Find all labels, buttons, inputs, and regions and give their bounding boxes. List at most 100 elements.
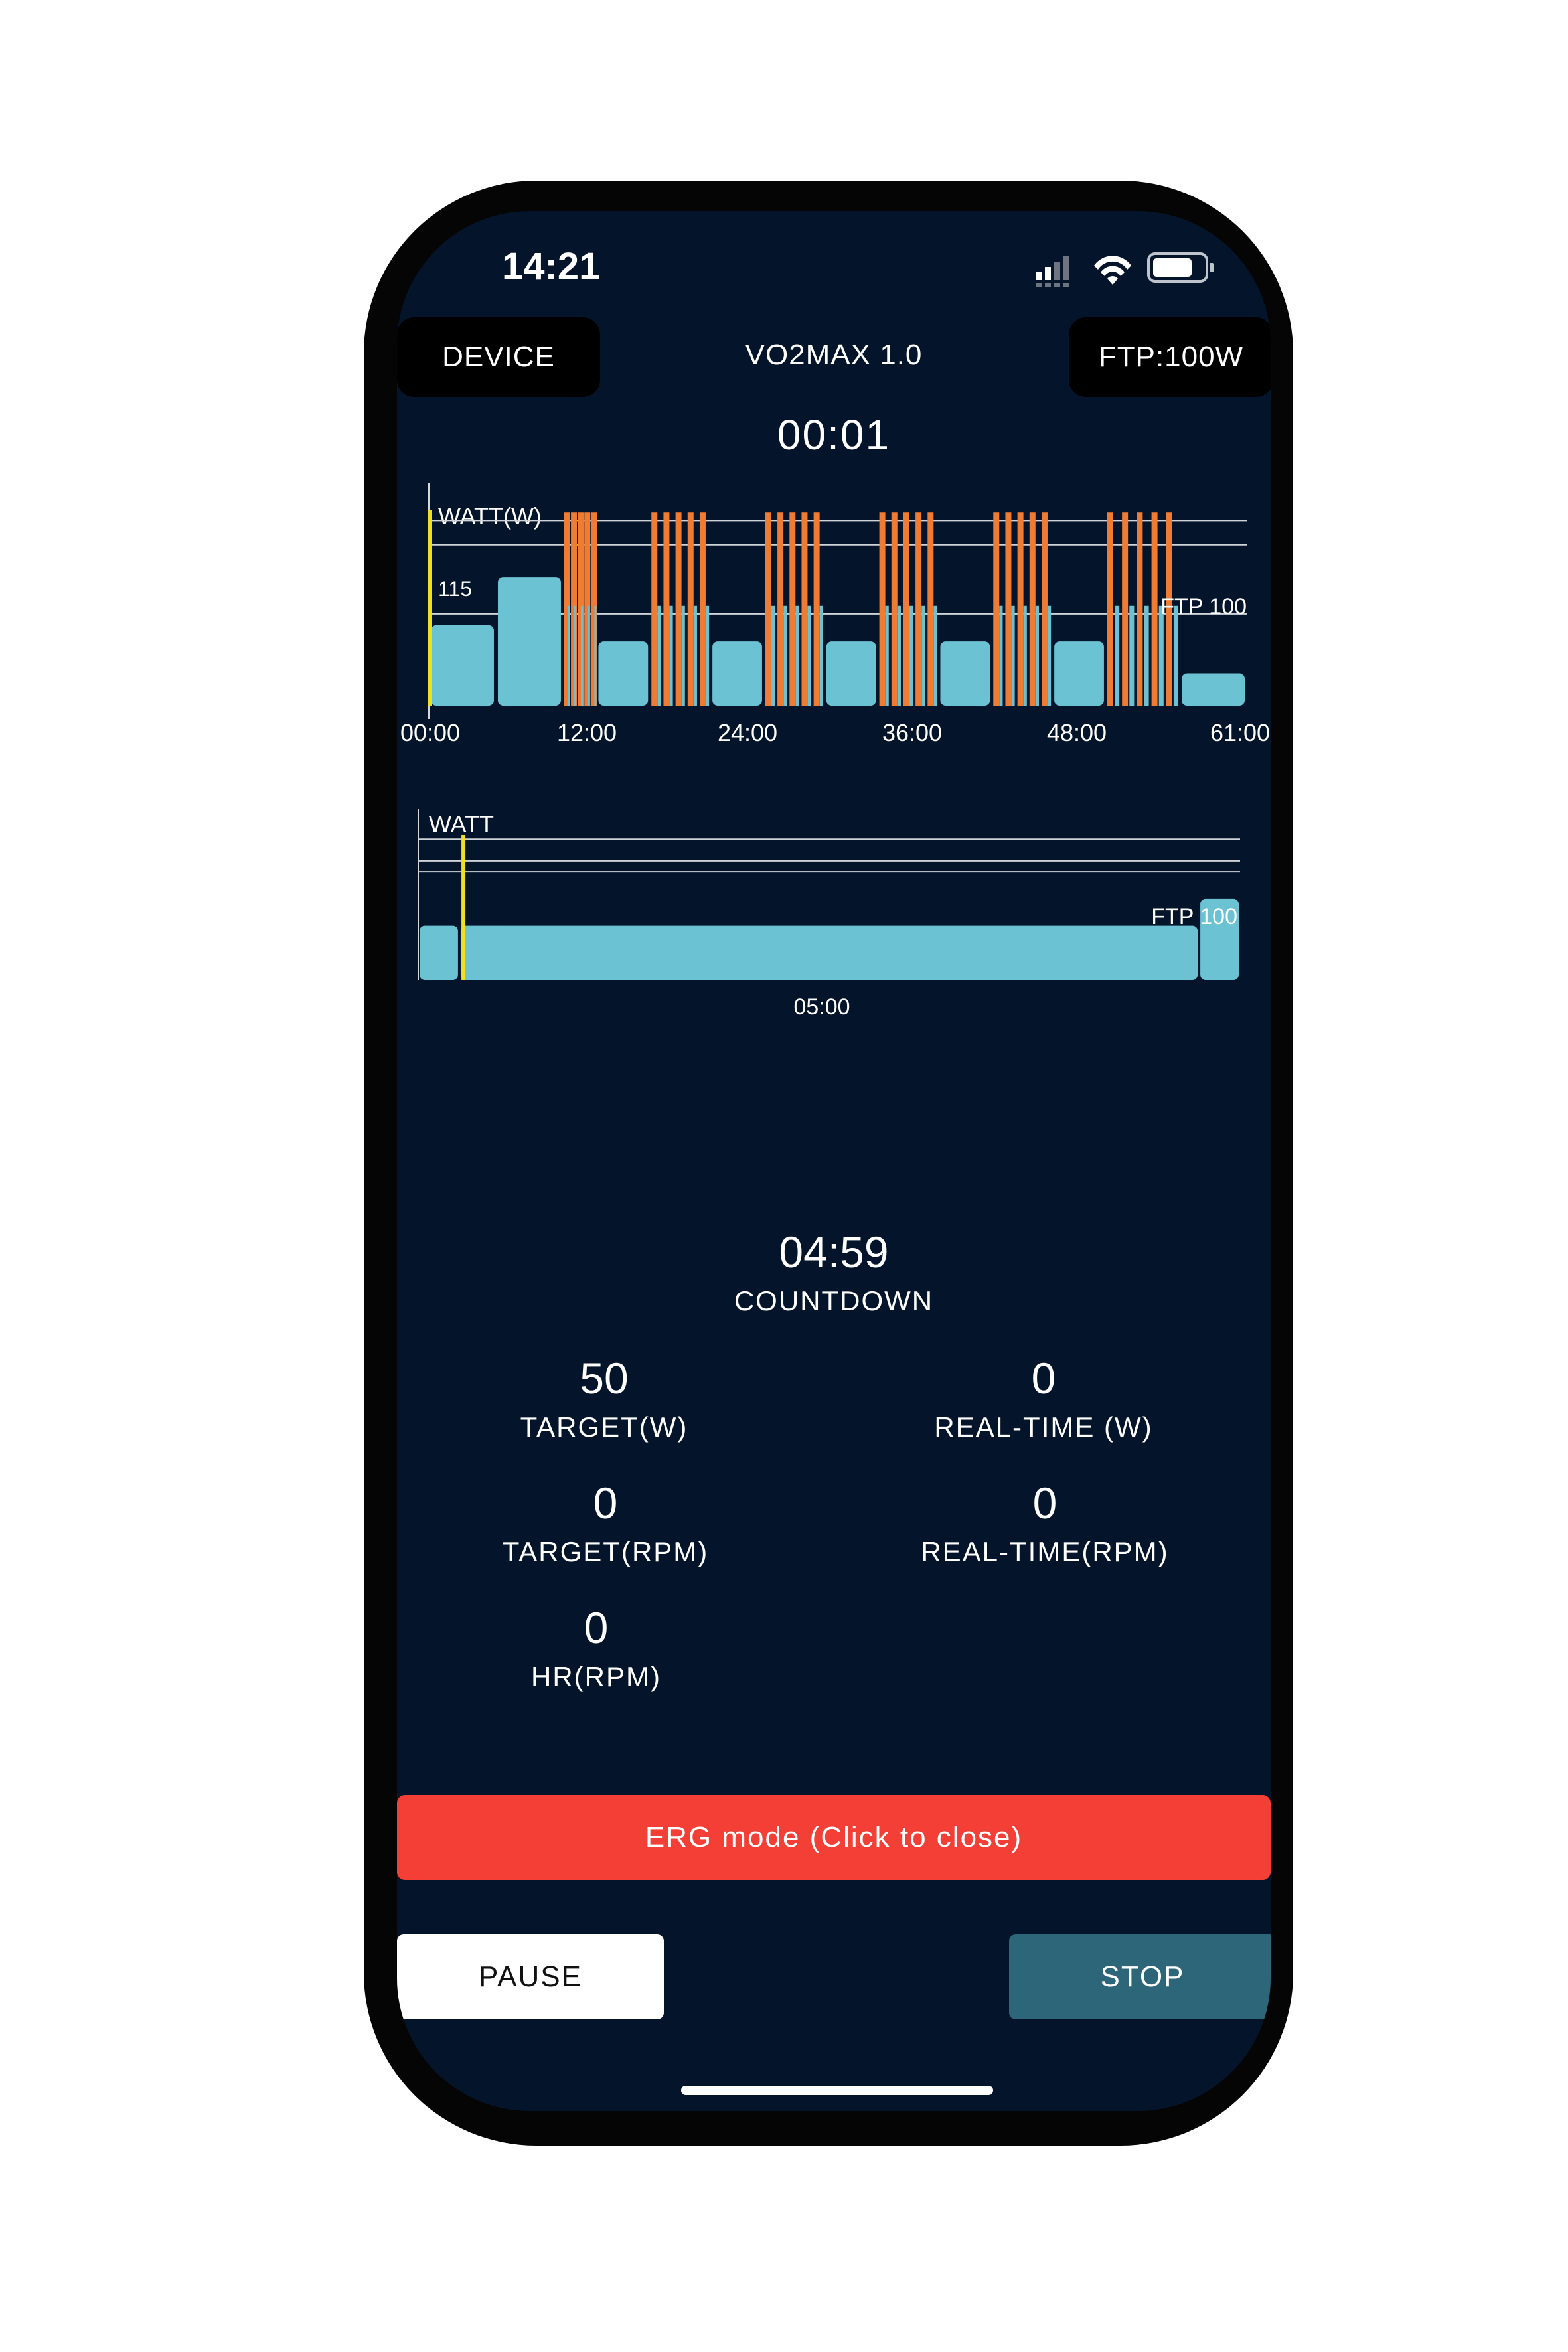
pause-button[interactable]: PAUSE (397, 1934, 664, 2019)
chart1-ytick-115: 115 (438, 577, 472, 601)
chart1-recovery-bar (885, 605, 889, 706)
chart1-xtick: 12:00 (557, 719, 617, 746)
chart1-recovery-bar (1048, 605, 1052, 706)
realtime-rpm-label: REAL-TIME(RPM) (921, 1536, 1169, 1567)
chart1-recovery-bar (771, 605, 775, 706)
chart1-interval-bar (591, 512, 597, 706)
chart1-xtick: 24:00 (718, 719, 777, 746)
countdown-label: COUNTDOWN (734, 1285, 934, 1316)
chart1-xtick: 00:00 (400, 719, 460, 746)
hr-value: 0 (584, 1603, 609, 1652)
chart1-recovery-bar (807, 605, 811, 706)
erg-mode-banner[interactable]: ERG mode (Click to close) (397, 1795, 1271, 1880)
chart1-recovery-bar (819, 605, 823, 706)
chart1-interval-bar (903, 512, 909, 706)
chart1-recovery-bar (1035, 605, 1039, 706)
chart1-interval-bar (699, 512, 706, 706)
stop-button[interactable]: STOP (1009, 1934, 1271, 2019)
chart1-recovery-bar (897, 605, 901, 706)
chart1-xtick: 48:00 (1047, 719, 1107, 746)
chart1-bar (712, 641, 762, 706)
chart1-recovery-bar (1158, 605, 1164, 706)
chart1-recovery-bar (1023, 605, 1027, 706)
chart1-recovery-bar (783, 605, 787, 706)
chart1-recovery-bar (795, 605, 799, 706)
chart1-interval-bar (1151, 512, 1158, 706)
wifi-icon (1094, 256, 1131, 285)
chart1-bar (826, 641, 876, 706)
target-w-label: TARGET(W) (520, 1411, 688, 1443)
chart1-recovery-bar (657, 605, 661, 706)
chart1-recovery-bar (1144, 605, 1149, 706)
chart1-interval-bar (891, 512, 898, 706)
hr-label: HR(RPM) (531, 1661, 661, 1692)
chart1-interval-bar (927, 512, 934, 706)
chart1-xtick: 61:00 (1210, 719, 1270, 746)
chart1-bar (940, 641, 990, 706)
chart1-recovery-bar (588, 605, 590, 706)
chart1-bar (431, 625, 494, 706)
chart2-ftp-label: FTP 100 (1151, 904, 1237, 929)
chart1-interval-bar (571, 512, 578, 706)
chart1-ftp-label: FTP 100 (1160, 594, 1247, 619)
chart1-interval-bar (675, 512, 682, 706)
cellular-signal-icon (1036, 256, 1069, 287)
chart1-recovery-bar (669, 605, 673, 706)
battery-icon (1147, 252, 1214, 283)
chart1-interval-bar (813, 512, 820, 706)
chart1-recovery-bar (999, 605, 1003, 706)
chart1-bar (497, 577, 561, 706)
chart1-interval-bar (663, 512, 670, 706)
chart1-interval-bar (1041, 512, 1048, 706)
chart1-interval-bar (1005, 512, 1012, 706)
chart1-interval-bar (1137, 512, 1143, 706)
workout-title: VO2MAX 1.0 (745, 339, 923, 371)
realtime-w-value: 0 (1031, 1354, 1056, 1403)
elapsed-time: 00:01 (777, 411, 891, 459)
chart1-recovery-bar (568, 605, 570, 706)
chart1-recovery-bar (1115, 605, 1120, 706)
chart1-recovery-bar (1011, 605, 1015, 706)
countdown-value: 04:59 (779, 1227, 889, 1277)
status-icons (1036, 256, 1131, 287)
chart1-xtick: 36:00 (882, 719, 942, 746)
chart1-bar (598, 641, 649, 706)
chart1-recovery-bar (1173, 605, 1179, 706)
chart2-xtick: 05:00 (793, 994, 850, 1020)
chart1-interval-bar (765, 512, 771, 706)
chart1-ylabel: WATT(W) (438, 503, 542, 530)
chart2-bar (460, 925, 1198, 980)
app-screen: 14:21 DEVICE VO2MAX 1.0 FTP:100W 00:01 W… (397, 211, 1271, 2111)
chart1-recovery-bar (1129, 605, 1135, 706)
workout-overview-chart: WATT(W) 115 57 FTP 100 FTP 100 00:0012:0… (400, 483, 1270, 746)
chart1-interval-bar (1029, 512, 1036, 706)
chart1-interval-bar (1122, 512, 1129, 706)
chart1-recovery-bar (921, 605, 925, 706)
chart1-interval-bar (564, 512, 570, 706)
chart1-recovery-bar (574, 605, 577, 706)
chart1-interval-bar (879, 512, 886, 706)
chart1-interval-bar (578, 512, 584, 706)
chart1-interval-bar (789, 512, 796, 706)
target-rpm-value: 0 (593, 1478, 618, 1528)
chart1-recovery-bar (681, 605, 685, 706)
chart1-bar (1054, 641, 1104, 706)
chart1-interval-bar (584, 512, 591, 706)
chart1-recovery-bar (706, 605, 710, 706)
chart1-interval-bar (1166, 512, 1172, 706)
chart1-recovery-bar (933, 605, 937, 706)
chart1-interval-bar (777, 512, 784, 706)
chart1-bar (1182, 673, 1245, 706)
chart1-interval-bar (687, 512, 694, 706)
chart1-recovery-bar (693, 605, 697, 706)
chart1-interval-bar (1107, 512, 1113, 706)
chart2-bar (420, 925, 458, 980)
chart2-bar (1200, 898, 1239, 980)
chart1-interval-bar (801, 512, 808, 706)
chart1-interval-bar (993, 512, 1000, 706)
home-indicator[interactable] (681, 2086, 993, 2095)
chart1-recovery-bar (581, 605, 584, 706)
ftp-button[interactable]: FTP:100W (1069, 317, 1271, 397)
device-button[interactable]: DEVICE (397, 317, 600, 397)
interval-detail-chart: WATT FTP 100 05:00 (418, 809, 1240, 1020)
